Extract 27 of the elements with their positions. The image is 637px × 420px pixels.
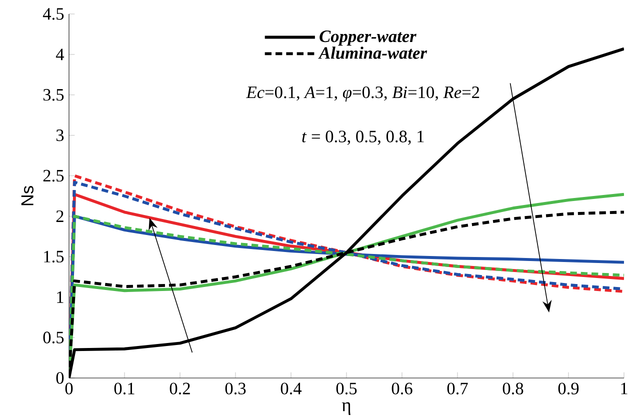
- legend-label: Copper-water: [320, 30, 416, 46]
- y-tick-label: 1: [57, 291, 64, 303]
- annotation: t = 0.3, 0.5, 0.8, 1: [302, 130, 424, 145]
- y-tick-label: 2: [56, 210, 64, 222]
- x-tick-label: 0.5: [336, 382, 357, 394]
- y-tick-label: 0.5: [43, 332, 64, 344]
- text: Ec=0.1, A=1, φ=0.3, Bi=10, Re=2: [246, 86, 480, 102]
- x-tick-label: 0.4: [280, 382, 302, 394]
- x-tick-label: 0.2: [170, 382, 190, 394]
- y-tick-label: 1.5: [44, 250, 64, 263]
- y-tick-label: 2.5: [43, 170, 64, 182]
- x-tick-label: 0.6: [392, 382, 412, 394]
- y-tick-label: 4: [56, 48, 64, 60]
- x-tick-label: 0.7: [447, 382, 468, 394]
- y-tick-label: 3.5: [43, 89, 64, 101]
- x-axis-title: η: [342, 402, 350, 416]
- legend-label: Alumina-water: [318, 46, 428, 59]
- x-tick-label: 0.9: [558, 382, 579, 394]
- y-tick-label: 4.5: [42, 8, 64, 20]
- x-tick-label: 0: [65, 382, 73, 394]
- x-tick-label: 1: [621, 382, 628, 394]
- y-tick-label: 0: [56, 372, 64, 384]
- y-axis-title: Ns: [21, 186, 34, 206]
- y-tick-label: 3: [56, 130, 64, 142]
- x-tick-label: 0.1: [114, 382, 134, 394]
- x-tick-label: 0.8: [502, 382, 524, 394]
- x-tick-label: 0.3: [225, 382, 246, 394]
